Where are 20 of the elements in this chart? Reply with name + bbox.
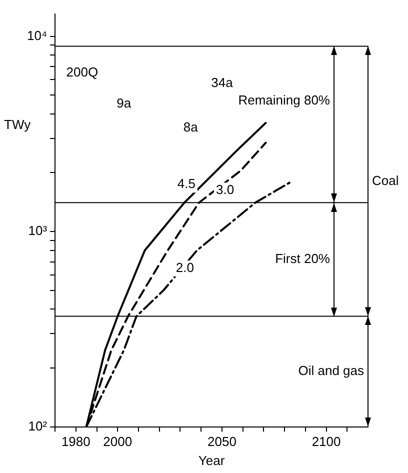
x-tick-label: 2000	[103, 434, 132, 450]
x-axis-title: Year	[198, 452, 226, 468]
text: Coal	[372, 172, 399, 188]
x-tick-label: 1980	[61, 434, 90, 450]
x-tick-label: 2050	[207, 434, 236, 450]
annotation: 34a	[211, 74, 234, 90]
annotation: 9a	[116, 96, 132, 111]
annotation: 8a	[183, 119, 199, 134]
annotation: First 20%	[275, 251, 330, 266]
series-label: 3.0	[216, 182, 234, 198]
series-label: 2.0	[176, 260, 194, 276]
y-axis-title: TWy	[4, 117, 32, 132]
annotation: Remaining 80%	[238, 92, 330, 108]
y-tick-label: 10³	[28, 223, 48, 238]
x-tick-label: 2100	[312, 434, 341, 450]
y-tick-label: 10⁴	[27, 28, 48, 43]
annotation: 200Q	[66, 64, 98, 80]
series-label: 4.5	[177, 176, 196, 192]
y-tick-label: 10²	[28, 418, 48, 434]
annotation: Oil and gas	[298, 363, 364, 378]
